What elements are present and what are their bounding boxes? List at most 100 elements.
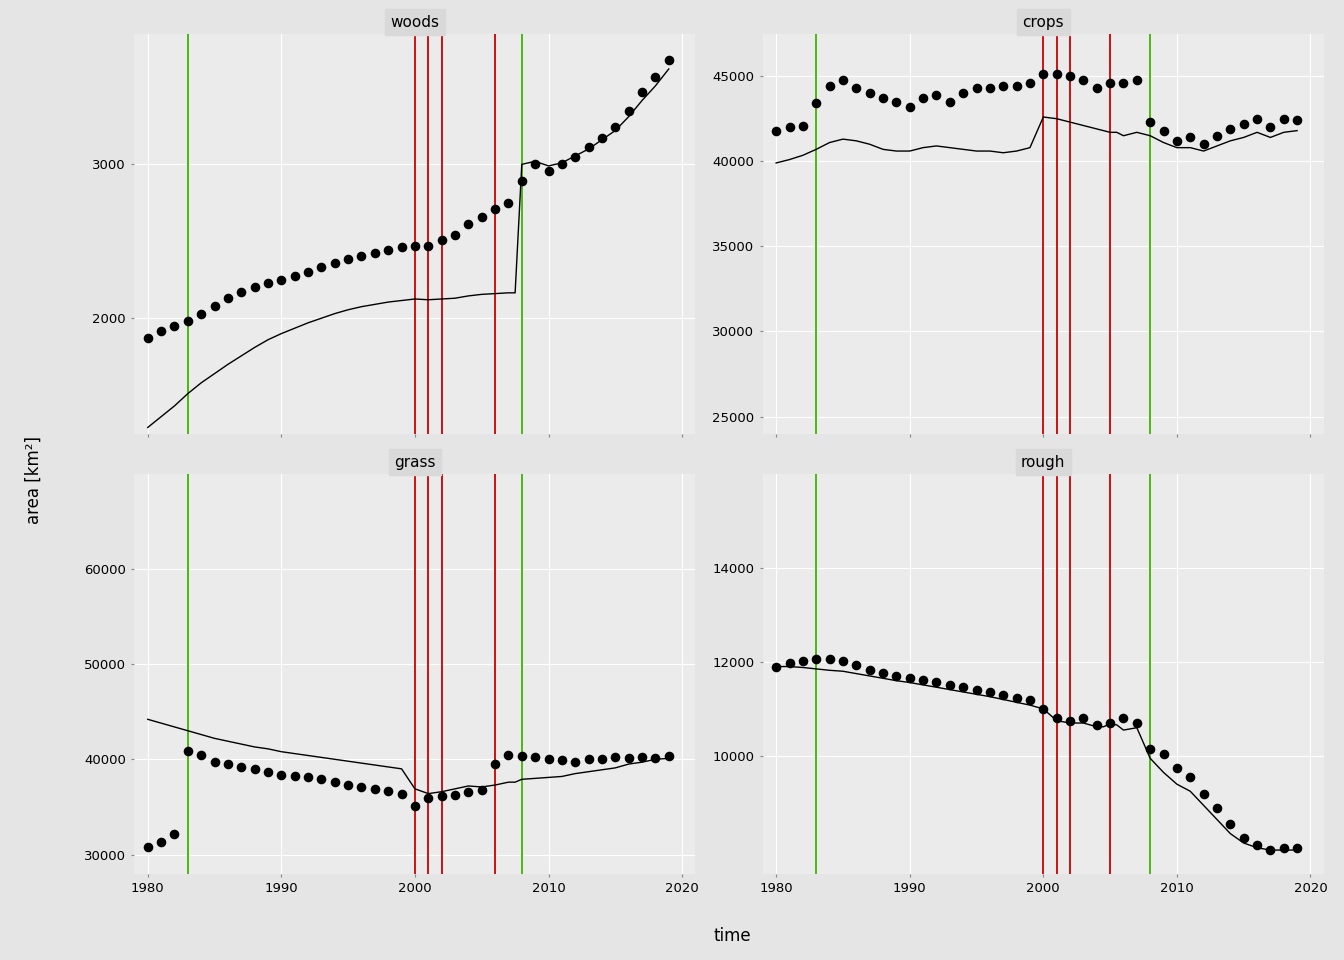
Point [1273,840,1294,855]
Point [164,826,185,841]
Point [1167,760,1188,776]
Point [1206,800,1227,815]
Point [177,743,199,758]
Point [645,69,667,84]
Point [872,665,894,681]
Point [886,94,907,109]
Point [1232,830,1254,846]
Point [939,94,961,109]
Point [484,202,505,217]
Point [872,90,894,106]
Point [445,228,466,243]
Point [765,659,786,674]
Point [310,772,332,787]
Point [191,747,212,762]
Point [832,653,853,668]
Point [1259,120,1281,135]
Point [511,749,532,764]
Point [992,79,1013,94]
Point [1140,741,1161,756]
Point [218,756,239,772]
Point [364,245,386,260]
Point [351,249,372,264]
Point [564,755,586,770]
Point [953,85,974,101]
Point [257,764,278,780]
Point [151,834,172,850]
Point [218,291,239,306]
Point [980,81,1001,96]
Point [470,209,492,225]
Point [231,284,253,300]
Point [364,781,386,797]
Point [1126,715,1148,731]
Point [284,768,305,783]
Point [257,276,278,291]
Point [818,79,840,94]
Point [378,783,399,799]
Point [899,670,921,685]
Point [859,85,880,101]
Point [1059,713,1081,729]
Point [805,652,827,667]
Point [913,672,934,687]
Point [578,140,599,156]
Point [204,299,226,314]
Point [324,255,345,271]
Point [445,787,466,803]
Point [980,684,1001,700]
Point [591,752,613,767]
Point [645,751,667,766]
Point [457,217,478,232]
Point [538,163,559,179]
Point [191,306,212,322]
Point [1046,710,1067,726]
Point [1032,67,1054,83]
Point [1140,114,1161,130]
Point [337,778,359,793]
Point [805,96,827,111]
Point [899,99,921,114]
Point [792,653,813,668]
Point [284,268,305,283]
Point [431,232,453,248]
Point [659,749,680,764]
Point [1099,75,1121,90]
Text: time: time [714,927,751,945]
Point [1180,130,1202,145]
Point [1019,693,1040,708]
Point [405,238,426,253]
Point [418,238,439,253]
Point [1219,121,1241,136]
Point [497,195,519,210]
Point [551,156,573,172]
Point [470,782,492,798]
Point [1153,746,1175,761]
Point [578,752,599,767]
Point [457,784,478,800]
Point [845,81,867,96]
Point [778,655,800,670]
Point [497,747,519,762]
Point [792,118,813,133]
Point [243,279,265,295]
Point [859,662,880,678]
Point [1005,690,1027,706]
Point [137,330,159,346]
Point [605,750,626,765]
Point [324,775,345,790]
Point [231,759,253,775]
Point [886,668,907,684]
Point [1232,116,1254,132]
Point [765,123,786,138]
Point [1086,718,1107,733]
Point [1073,710,1094,726]
Point [618,103,640,118]
Point [605,120,626,135]
Point [1219,817,1241,832]
Point [204,755,226,770]
Point [1113,75,1134,90]
Point [591,131,613,146]
Point [992,687,1013,703]
Title: grass: grass [394,455,435,469]
